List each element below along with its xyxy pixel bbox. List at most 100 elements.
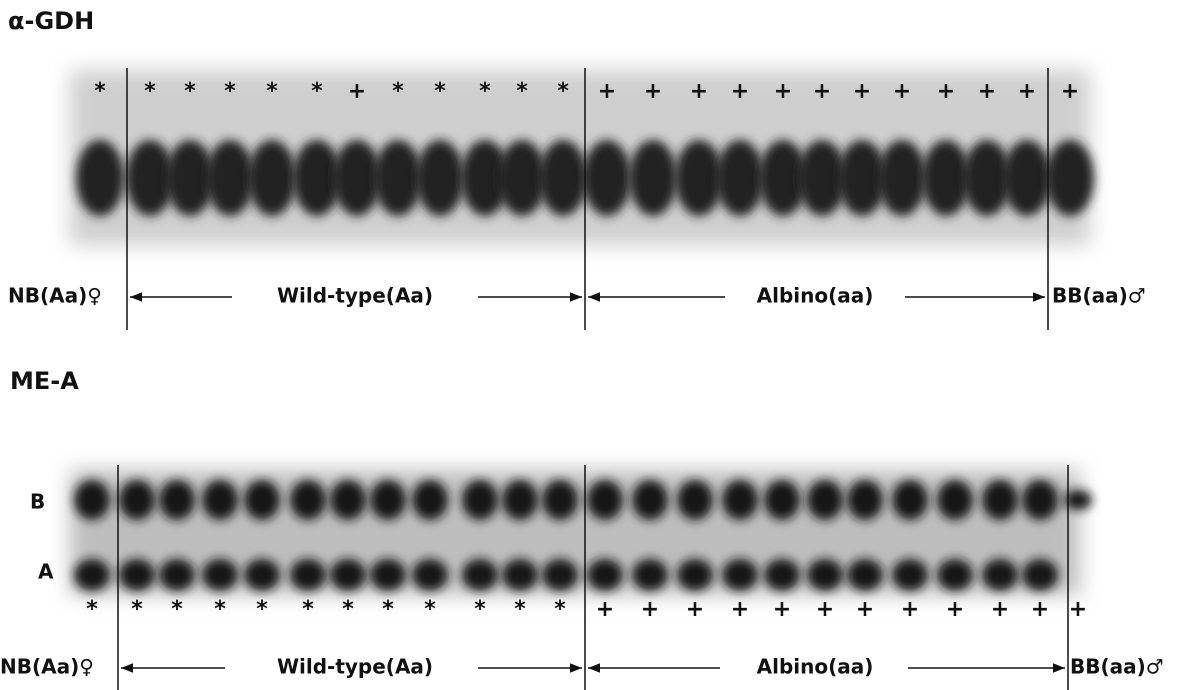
group-label: Albino(aa) — [757, 655, 874, 679]
lane-marker: + — [598, 79, 616, 104]
group-label: NB(Aa)♀ — [0, 655, 94, 679]
gel-band — [248, 140, 296, 216]
gel-band — [166, 140, 214, 216]
lane-marker: * — [557, 79, 569, 104]
lane-marker: + — [901, 597, 919, 622]
gel-band — [290, 559, 326, 591]
gel-band — [982, 480, 1018, 520]
lane-marker: * — [424, 597, 436, 622]
gel-band — [159, 559, 195, 591]
lane-marker: * — [144, 79, 156, 104]
group-label: Wild-type(Aa) — [277, 284, 433, 308]
panel-title: α-GDH — [8, 7, 94, 35]
lane-marker: + — [731, 79, 749, 104]
gel-band — [119, 559, 155, 591]
lane-marker: * — [392, 79, 404, 104]
gel-band — [542, 559, 578, 591]
gel-band — [416, 140, 464, 216]
lane-marker: + — [1018, 79, 1036, 104]
gel-band — [722, 559, 758, 591]
gel-band — [202, 480, 238, 520]
gel-band — [502, 480, 538, 520]
lane-marker: * — [224, 79, 236, 104]
lane-marker: + — [686, 597, 704, 622]
gel-band — [629, 140, 677, 216]
gel-band — [587, 480, 623, 520]
lane-marker: * — [311, 79, 323, 104]
gel-band — [206, 140, 254, 216]
gel-band — [677, 480, 713, 520]
gel-band — [74, 480, 110, 520]
gel-band — [722, 480, 758, 520]
lane-marker: + — [813, 79, 831, 104]
gel-band — [370, 480, 406, 520]
gel-band — [716, 140, 764, 216]
lane-marker: * — [171, 597, 183, 622]
gel-band — [675, 140, 723, 216]
lane-marker: + — [946, 597, 964, 622]
lane-marker: + — [816, 597, 834, 622]
lane-marker: * — [214, 597, 226, 622]
gel-band — [119, 480, 155, 520]
gel-band — [412, 559, 448, 591]
lane-marker: * — [131, 597, 143, 622]
lane-marker: + — [731, 597, 749, 622]
lane-marker: + — [774, 79, 792, 104]
gel-band — [330, 559, 366, 591]
gel-band — [937, 480, 973, 520]
group-label: Albino(aa) — [757, 284, 874, 308]
gel-band — [878, 140, 926, 216]
gel-band — [677, 559, 713, 591]
lane-marker: + — [937, 79, 955, 104]
lane-marker: + — [641, 597, 659, 622]
gel-band — [922, 140, 970, 216]
gel-band — [542, 480, 578, 520]
lane-marker: * — [94, 79, 106, 104]
lane-marker: * — [382, 597, 394, 622]
gel-band — [370, 559, 406, 591]
gel-band — [159, 480, 195, 520]
gel-band — [798, 140, 846, 216]
lane-marker: * — [256, 597, 268, 622]
gel-band — [583, 140, 631, 216]
gel-band — [892, 559, 928, 591]
lane-marker: * — [184, 79, 196, 104]
gel-band — [963, 140, 1011, 216]
band-label: B — [30, 490, 45, 514]
gel-band — [847, 559, 883, 591]
gel-band — [412, 480, 448, 520]
gel-band — [462, 559, 498, 591]
gel-band — [587, 559, 623, 591]
lane-marker: + — [856, 597, 874, 622]
gel-band — [76, 140, 124, 216]
lane-marker: * — [514, 597, 526, 622]
gel-band — [293, 140, 341, 216]
band-label: A — [38, 560, 54, 584]
lane-marker: * — [554, 597, 566, 622]
lane-marker: * — [342, 597, 354, 622]
gel-band — [498, 140, 546, 216]
gel-band — [539, 140, 587, 216]
gel-band — [244, 480, 280, 520]
lane-marker: + — [1069, 597, 1087, 622]
lane-marker: * — [516, 79, 528, 104]
gel-band — [462, 480, 498, 520]
lane-marker: + — [348, 79, 366, 104]
gel-band — [892, 480, 928, 520]
lane-marker: + — [1061, 79, 1079, 104]
panel-title: ME-A — [10, 367, 79, 395]
gel-band — [764, 480, 800, 520]
group-label: BB(aa)♂ — [1052, 284, 1146, 308]
lane-marker: * — [474, 597, 486, 622]
lane-marker: + — [773, 597, 791, 622]
lane-marker: + — [991, 597, 1009, 622]
gel-band — [1046, 140, 1094, 216]
gel-band — [1022, 559, 1058, 591]
gel-band — [374, 140, 422, 216]
lane-marker: * — [302, 597, 314, 622]
lane-marker: + — [978, 79, 996, 104]
gel-alpha-gdh — [70, 70, 1094, 245]
group-label: NB(Aa)♀ — [8, 284, 102, 308]
gel-band — [807, 480, 843, 520]
